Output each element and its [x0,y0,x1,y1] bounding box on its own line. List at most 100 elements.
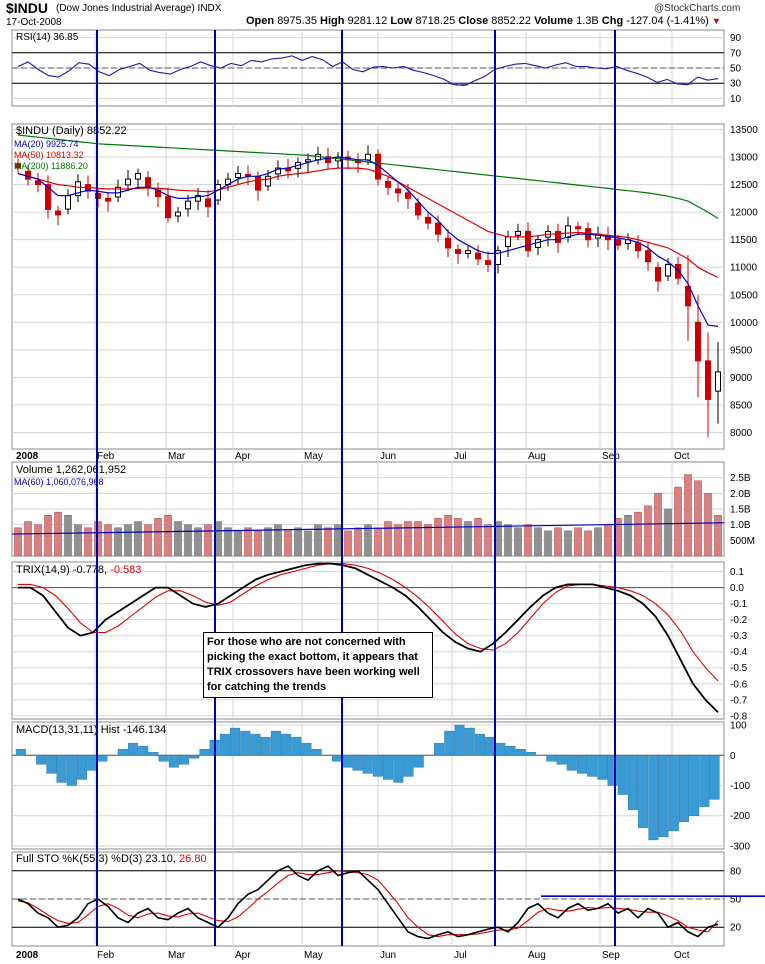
price-candle [525,230,531,252]
price-tick-label: 13000 [730,153,758,164]
trix-tick-label: -0.4 [730,647,748,658]
macd-hist-bar [301,742,312,756]
volume-bar [274,524,282,557]
price-candle [425,216,431,224]
sto-legend: Full STO %K(55,3) %D(3) 23.10, 26.80 [16,853,207,865]
volume-bar [294,527,302,557]
macd-hist-bar [362,755,373,774]
macd-hist-bar [250,733,261,756]
price-candle [655,266,661,282]
symbol-title: $INDU [6,0,49,16]
volume-label: Volume [534,15,574,27]
volume-bar [174,521,182,557]
price-legend: $INDU (Daily) 8852.22 [16,125,127,137]
high-value: 9281.12 [347,15,388,27]
volume-bar [384,521,392,557]
rsi-tick-label: 10 [730,94,742,105]
volume-value: 1.3B [576,15,599,27]
macd-hist-bar [46,755,57,774]
volume-bar [584,530,592,557]
volume-bar [74,524,82,557]
macd-hist-bar [678,755,689,822]
price-panel-frame [11,123,725,450]
macd-legend: MACD(13,31,11) Hist -146.134 [16,724,166,736]
volume-bar [574,527,582,557]
macd-tick-label: -200 [730,811,750,822]
price-tick-label: 11000 [730,263,758,274]
price-candle [485,260,491,265]
volume-bar [684,474,692,557]
volume-bar [464,521,472,557]
macd-hist-bar [689,755,700,816]
macd-hist-bar [597,755,608,780]
price-candle [645,250,651,263]
macd-hist-bar [648,755,659,841]
volume-bar [204,524,212,557]
price-candle [405,192,411,199]
volume-tick-label: 2.0B [730,489,751,500]
volume-bar [244,527,252,557]
macd-hist-bar [393,755,404,783]
price-candle [505,236,511,248]
annotation-note: For those who are not concerned with pic… [203,632,433,698]
price-tick-label: 12500 [730,180,758,191]
price-candle [465,250,471,254]
volume-tick-label: 2.5B [730,473,751,484]
price-candle [515,230,521,236]
volume-bar [634,511,642,557]
volume-tick-label: 500M [730,536,755,547]
volume-bar [104,524,112,557]
macd-hist-bar [617,755,628,795]
price-candle [695,321,701,362]
down-arrow-icon: ▼ [711,16,721,26]
volume-bar [484,524,492,557]
month-label: Aug [528,451,546,462]
volume-bar [224,527,232,557]
macd-hist-bar [97,755,108,762]
trix-legend: TRIX(14,9) -0.778, -0.583 [16,564,141,576]
volume-bar [144,524,152,557]
price-candle [415,202,421,216]
price-candle [565,225,571,238]
volume-bar [354,527,362,557]
month-label: Jul [454,950,467,961]
trix-tick-label: 0.1 [730,567,744,578]
rsi-tick-label: 50 [730,64,742,75]
price-candle [475,252,481,260]
price-candle [185,200,191,210]
price-candle [55,210,61,216]
month-label: May [304,451,323,462]
month-label: Apr [235,950,251,961]
month-label: Mar [168,451,186,462]
price-candle [675,263,681,279]
volume-bar [524,524,532,557]
price-candle [455,249,461,254]
price-candle [235,173,241,178]
volume-bar [344,530,352,557]
chg-label: Chg [601,15,624,27]
stochastic-tick-label: 20 [730,923,742,934]
month-label: 2008 [16,950,39,961]
macd-hist-bar [352,755,363,771]
ma-legend: MA(200) 11886.20 [14,161,88,171]
macd-hist-bar [413,755,424,768]
volume-bar [534,527,542,557]
volume-bar [544,530,552,557]
month-label: Feb [97,950,115,961]
volume-bar [404,521,412,557]
price-candle [385,181,391,188]
rsi-tick-label: 70 [730,48,742,59]
volume-bar [164,515,172,557]
volume-bar [44,515,52,557]
price-candle [325,156,331,164]
macd-hist-bar [281,733,292,756]
macd-hist-bar [158,755,169,762]
macd-hist-bar [434,742,445,756]
price-tick-label: 11500 [730,235,758,246]
volume-bar [414,521,422,557]
ma-legend: MA(20) 9925.74 [14,139,79,149]
volume-bar [474,518,482,557]
macd-hist-bar [56,755,67,783]
open-value: 8975.35 [277,15,317,27]
